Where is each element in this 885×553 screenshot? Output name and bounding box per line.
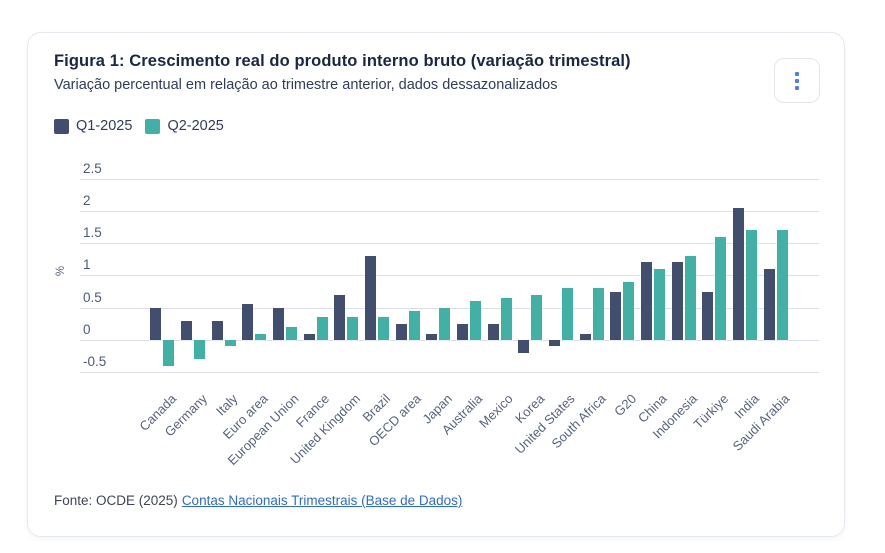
source-note: Fonte: OCDE (2025) Contas Nacionais Trime…	[54, 493, 462, 508]
bar-q2-2025-6[interactable]	[347, 317, 359, 340]
gridline	[80, 243, 819, 244]
bar-q1-2025-17[interactable]	[671, 262, 683, 340]
bar-q1-2025-19[interactable]	[732, 207, 744, 340]
y-tick-label: 2.5	[83, 161, 102, 176]
kebab-menu-icon	[795, 71, 799, 90]
figure-subtitle: Variação percentual em relação ao trimes…	[54, 77, 558, 93]
figure-card: Figura 1: Crescimento real do produto in…	[27, 32, 845, 537]
bar-q2-2025-0[interactable]	[163, 340, 175, 366]
x-axis-label-11: Mexico	[476, 391, 517, 431]
legend-swatch-q2-2025	[145, 118, 161, 134]
bar-q1-2025-3[interactable]	[242, 304, 254, 340]
bar-q1-2025-20[interactable]	[763, 268, 775, 340]
bar-q1-2025-7[interactable]	[364, 256, 376, 340]
bar-q2-2025-19[interactable]	[745, 230, 757, 340]
bar-q1-2025-14[interactable]	[579, 333, 591, 340]
bar-q1-2025-4[interactable]	[272, 307, 284, 340]
figure-title: Figura 1: Crescimento real do produto in…	[54, 52, 631, 70]
legend-item-q1-2025[interactable]: Q1-2025	[54, 118, 132, 134]
y-tick-label: -0.5	[83, 354, 107, 369]
bar-q2-2025-20[interactable]	[776, 230, 788, 340]
source-link[interactable]: Contas Nacionais Trimestrais (Base de Da…	[181, 493, 463, 508]
bar-q1-2025-10[interactable]	[456, 323, 468, 340]
bar-q2-2025-16[interactable]	[653, 268, 665, 340]
y-tick-label: 2	[83, 193, 91, 208]
bar-q1-2025-12[interactable]	[518, 340, 530, 353]
bar-q2-2025-3[interactable]	[255, 333, 267, 340]
bar-q1-2025-13[interactable]	[548, 340, 560, 347]
gridline	[80, 372, 819, 373]
bar-q1-2025-8[interactable]	[395, 323, 407, 340]
bar-q2-2025-1[interactable]	[193, 340, 205, 360]
bar-q2-2025-13[interactable]	[561, 288, 573, 340]
bar-q1-2025-16[interactable]	[640, 262, 652, 340]
legend: Q1-2025 Q2-2025	[54, 118, 224, 134]
bar-q2-2025-11[interactable]	[500, 298, 512, 340]
y-tick-label: 1.5	[83, 225, 102, 240]
gridline	[80, 211, 819, 212]
legend-item-q2-2025[interactable]: Q2-2025	[145, 118, 224, 134]
gridline	[80, 275, 819, 276]
bar-q2-2025-14[interactable]	[592, 288, 604, 340]
gridline	[80, 340, 819, 341]
legend-label: Q2-2025	[167, 118, 224, 134]
bar-q2-2025-8[interactable]	[408, 310, 420, 340]
source-prefix: Fonte: OCDE (2025)	[54, 493, 178, 508]
gridline	[80, 179, 819, 180]
bar-q1-2025-9[interactable]	[426, 333, 438, 340]
y-tick-label: 0	[83, 322, 91, 337]
bar-q1-2025-5[interactable]	[303, 333, 315, 340]
bar-q1-2025-15[interactable]	[610, 291, 622, 340]
legend-label: Q1-2025	[76, 118, 133, 134]
bar-q2-2025-9[interactable]	[439, 307, 451, 340]
bar-q2-2025-2[interactable]	[224, 340, 236, 347]
y-tick-label: 0.5	[83, 290, 102, 305]
bar-q1-2025-11[interactable]	[487, 323, 499, 340]
bar-q1-2025-1[interactable]	[180, 320, 192, 340]
bar-q2-2025-17[interactable]	[684, 256, 696, 340]
chart-plot-area: 2.5 2 1.5 1 0.5 0 -0.5 Canada Germany Italy Euro a…	[28, 33, 844, 536]
bar-q2-2025-10[interactable]	[469, 301, 481, 340]
bar-q1-2025-0[interactable]	[150, 307, 162, 340]
bar-q1-2025-18[interactable]	[702, 291, 714, 340]
bar-q2-2025-12[interactable]	[531, 294, 543, 340]
chart-options-button[interactable]	[774, 58, 820, 103]
bar-q2-2025-18[interactable]	[715, 236, 727, 340]
legend-swatch-q1-2025	[54, 118, 69, 134]
y-tick-label: 1	[83, 257, 91, 272]
bar-q2-2025-5[interactable]	[316, 317, 328, 340]
bar-q2-2025-15[interactable]	[623, 281, 635, 340]
bar-q2-2025-7[interactable]	[377, 317, 389, 340]
bar-q2-2025-4[interactable]	[285, 327, 297, 340]
bar-q1-2025-2[interactable]	[211, 320, 223, 340]
bar-q1-2025-6[interactable]	[334, 294, 346, 340]
